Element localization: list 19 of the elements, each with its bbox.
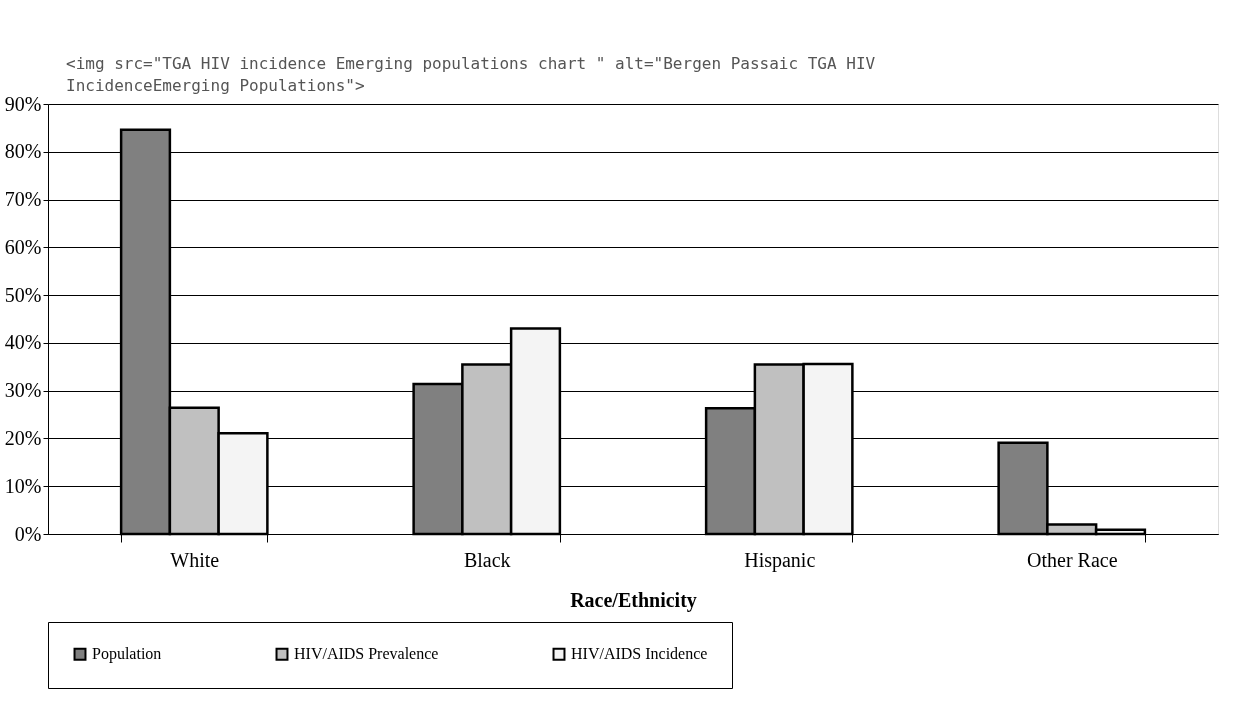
y-tick-label: 30% — [4, 379, 42, 402]
y-tick-label: 70% — [4, 188, 42, 211]
y-tick-label: 10% — [4, 474, 42, 497]
x-tick-label: Hispanic — [744, 548, 816, 572]
x-tick-label: Other Race — [1026, 548, 1118, 571]
legend-label: HIV/AIDS Incidence — [571, 645, 708, 663]
y-tick-label: 40% — [4, 331, 42, 354]
legend-label: Population — [92, 645, 162, 664]
y-tick-label: 60% — [4, 235, 42, 258]
y-tick-label: 20% — [4, 426, 42, 449]
y-tick-label: 0% — [14, 522, 42, 545]
text: <img src="TGA HIV incidence Emerging populations chart " alt="Bergen Passaic TGA HIV IncidenceEmerging Populations"> — [66, 54, 876, 95]
x-axis-title: Race/Ethnicity — [570, 588, 697, 612]
y-tick-label: 80% — [4, 140, 42, 163]
y-tick-label: 50% — [4, 283, 42, 306]
x-tick-label: White — [170, 548, 220, 571]
x-tick-label: Black — [463, 548, 511, 571]
y-tick-label: 90% — [4, 92, 42, 115]
legend-label: HIV/AIDS Prevalence — [294, 645, 439, 663]
